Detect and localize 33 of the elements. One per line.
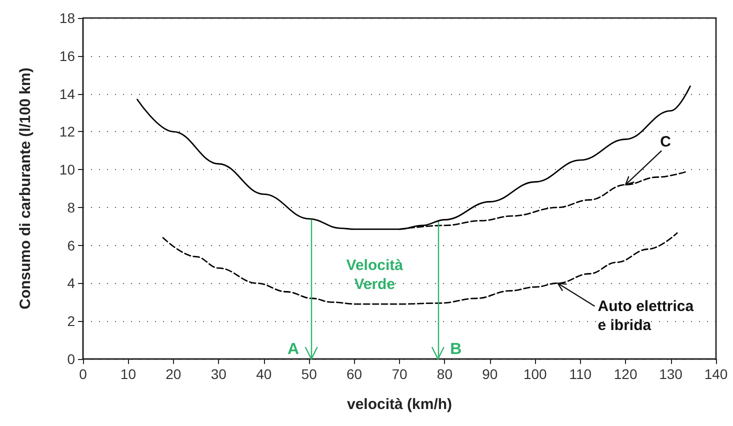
y-tick-label: 4: [67, 275, 76, 292]
series-label: C: [660, 134, 672, 151]
ref-line-label: A: [288, 341, 300, 358]
series-label: Auto elettrica e ibrida: [598, 298, 694, 334]
y-tick-label: 2: [67, 313, 76, 330]
x-tick-label: 50: [301, 366, 318, 382]
annotation: Velocità Verde: [346, 257, 404, 293]
x-tick-label: 20: [166, 366, 182, 382]
ref-line-label: B: [450, 341, 462, 358]
x-tick-label: 80: [436, 366, 453, 382]
x-tick-label: 30: [210, 366, 227, 382]
line-series: [136, 86, 691, 230]
x-tick-label: 110: [569, 366, 592, 382]
y-tick-label: 14: [59, 86, 76, 102]
x-tick-label: 70: [392, 366, 408, 382]
x-tick-label: 0: [79, 366, 88, 382]
y-tick-label: 10: [59, 162, 76, 178]
y-tick-label: 18: [59, 10, 76, 26]
y-tick-label: 8: [67, 199, 76, 216]
y-axis-title: Consumo di carburante (l/100 km): [17, 68, 34, 310]
x-tick-label: 40: [256, 366, 272, 382]
x-tick-label: 10: [120, 366, 136, 382]
x-tick-label: 130: [659, 366, 683, 382]
y-tick-label: 0: [67, 351, 76, 367]
x-tick-label: 60: [346, 366, 362, 382]
x-tick-label: 140: [704, 366, 728, 382]
x-tick-label: 100: [523, 366, 548, 382]
x-tick-label: 90: [482, 366, 498, 382]
y-tick-label: 6: [67, 237, 76, 254]
y-tick-label: 12: [59, 124, 76, 140]
x-tick-label: 120: [614, 366, 638, 382]
y-tick-label: 16: [59, 48, 76, 64]
x-axis-title: velocità (km/h): [346, 396, 452, 413]
